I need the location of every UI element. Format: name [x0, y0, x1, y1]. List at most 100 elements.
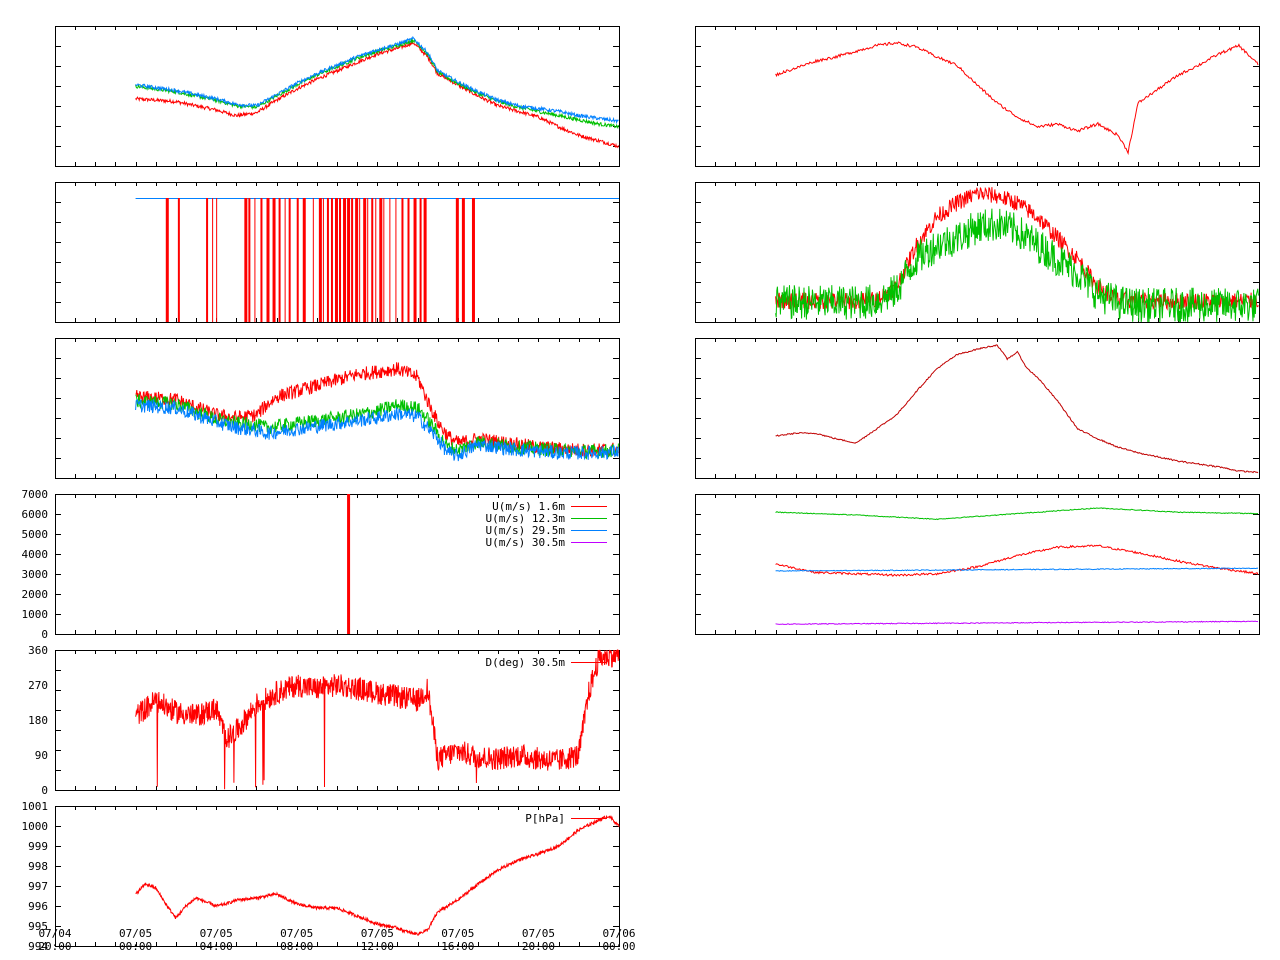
red-drop-bar: [244, 198, 248, 322]
x-tick-label-time: 08:00: [280, 940, 313, 953]
legend-label: U(m/s) 12.3m: [486, 512, 566, 525]
red-drop-bar: [248, 198, 251, 322]
red-series-line: [775, 186, 1259, 311]
panel-frame: [55, 806, 620, 947]
y-tick-label: 998: [28, 860, 48, 873]
legend-label: U(m/s) 1.6m: [492, 500, 565, 513]
red-drop-bar: [383, 198, 385, 322]
y-tick-label: 0: [41, 784, 48, 797]
red-series-line: [135, 649, 620, 790]
red-drop-bar: [455, 198, 459, 322]
panel-frame: [55, 494, 620, 635]
red-drop-bar: [216, 198, 218, 322]
red-drop-bar: [288, 198, 291, 322]
red-drop-bar: [379, 198, 383, 322]
red-series-line: [135, 39, 619, 149]
right-panel-1: [695, 26, 1260, 167]
blue-series-line: [135, 398, 619, 462]
red-drop-bar: [334, 198, 338, 322]
red-drop-bar: [177, 198, 180, 322]
x-tick-label-date: 07/05: [361, 927, 394, 940]
x-tick-label-time: 12:00: [361, 940, 394, 953]
red-drop-bar: [375, 198, 377, 322]
red-series-line: [775, 544, 1259, 577]
red-drop-bar: [206, 198, 209, 322]
x-tick-label-time: 20:00: [38, 940, 71, 953]
green-series-line: [775, 507, 1259, 521]
red-drop-bar: [371, 198, 374, 322]
y-tick-label: 4000: [22, 548, 49, 561]
red-drop-bar: [284, 198, 286, 322]
x-tick-label-time: 16:00: [441, 940, 474, 953]
y-tick-label: 997: [28, 880, 48, 893]
red-drop-bar: [322, 198, 324, 322]
y-tick-label: 996: [28, 900, 48, 913]
red-drop-bar: [389, 198, 391, 322]
red-drop-bar: [312, 198, 314, 322]
red-drop-bar: [347, 198, 351, 322]
blue-series-line: [135, 35, 619, 125]
y-tick-label: 2000: [22, 588, 49, 601]
left-panel-4: 0 1000 2000 3000 4000 5000 6000 7000 U(m/s) 1.6m…: [22, 488, 620, 641]
y-tick-label: 5000: [22, 528, 49, 541]
blue-series-line: [775, 567, 1259, 572]
red-drop-bar: [272, 198, 276, 322]
red-drop-bar: [407, 198, 410, 322]
right-panel-4: [695, 494, 1260, 635]
green-series-line: [775, 208, 1259, 323]
left-panel-1: [55, 26, 620, 167]
red-drop-bar: [359, 198, 361, 322]
red-drop-bar: [254, 198, 256, 322]
left-panel-3: [55, 338, 620, 479]
panel-frame: [695, 494, 1260, 635]
red-drop-bar: [419, 198, 422, 322]
red-drop-bar: [326, 198, 329, 322]
red-drop-bar: [339, 198, 342, 322]
red-drop-bar: [318, 198, 322, 322]
red-drop-bar: [401, 198, 404, 322]
left-panel-5: 0 90 180 270 360 D(deg) 30.5m: [28, 644, 620, 797]
y-tick-label: 999: [28, 840, 48, 853]
x-tick-label-date: 07/05: [280, 927, 313, 940]
panel-frame: [55, 26, 620, 167]
red-drop-bar: [296, 198, 299, 322]
red-drop-bar: [165, 198, 169, 322]
y-tick-label: 90: [35, 749, 48, 762]
legend-label: U(m/s) 29.5m: [486, 524, 566, 537]
panels-layer: 0 1000 2000 3000 4000 5000 6000 7000 U(m/s) 1.6m…: [22, 26, 1260, 953]
y-tick-label: 180: [28, 714, 48, 727]
panel-frame: [695, 26, 1260, 167]
red-drop-bar: [367, 198, 369, 322]
y-tick-label: 1001: [22, 800, 49, 813]
red-drop-bar: [330, 198, 333, 322]
legend-label: D(deg) 30.5m: [486, 656, 566, 669]
red-drop-bar: [260, 198, 263, 322]
legend-label: P[hPa]: [525, 812, 565, 825]
right-panel-3: [695, 338, 1260, 479]
red-drop-bar: [461, 198, 465, 322]
red-drop-bar: [413, 198, 417, 322]
x-tick-label-date: 07/05: [441, 927, 474, 940]
x-tick-label-time: 00:00: [602, 940, 635, 953]
red-spike-bar: [347, 494, 351, 634]
red-drop-bar: [363, 198, 367, 322]
darkred-series-line: [775, 344, 1259, 474]
x-tick-label-date: 07/05: [522, 927, 555, 940]
red-drop-bar: [343, 198, 347, 322]
red-drop-bar: [355, 198, 359, 322]
red-drop-bar: [351, 198, 354, 322]
left-panel-2: [55, 182, 620, 323]
red-drop-bar: [278, 198, 281, 322]
y-tick-label: 270: [28, 679, 48, 692]
y-tick-label: 3000: [22, 568, 49, 581]
legend-label: U(m/s) 30.5m: [486, 536, 566, 549]
red-drop-bar: [423, 198, 427, 322]
red-drop-bar: [302, 198, 306, 322]
red-series-line: [775, 41, 1259, 156]
y-tick-label: 7000: [22, 488, 49, 501]
x-tick-label-date: 07/05: [119, 927, 152, 940]
y-tick-label: 995: [28, 920, 48, 933]
x-tick-label-date: 07/05: [200, 927, 233, 940]
purple-series-line: [775, 620, 1259, 626]
